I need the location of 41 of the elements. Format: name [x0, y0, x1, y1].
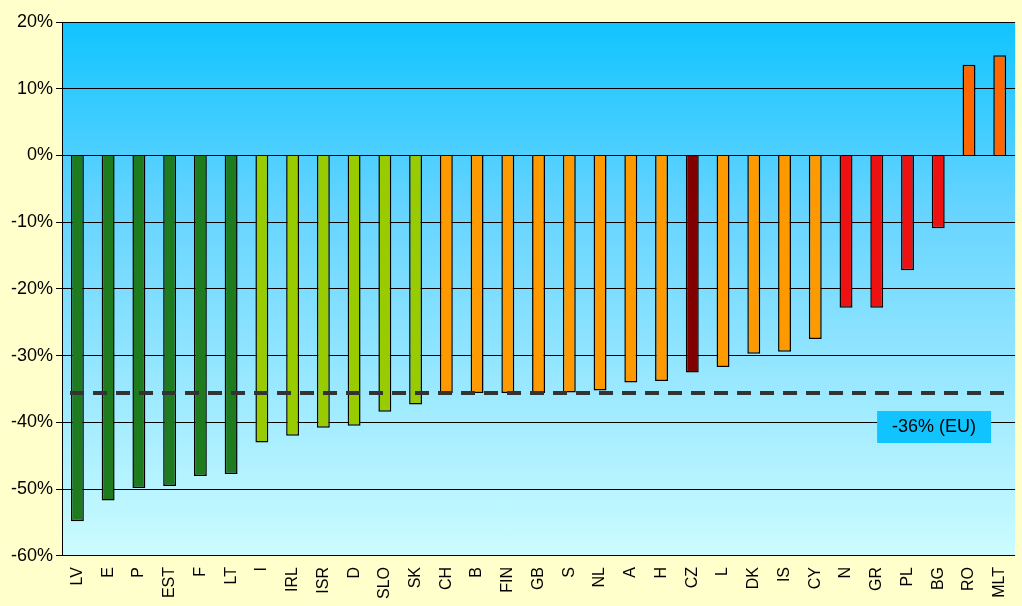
x-tick-label: ISR: [313, 566, 331, 594]
x-tick-label: GB: [528, 566, 546, 591]
x-tick-label: A: [621, 566, 639, 578]
x-tick-label: H: [651, 566, 669, 579]
y-tick-label: -40%: [10, 411, 54, 432]
x-tick-label: RO: [959, 566, 977, 591]
x-tick-label: L: [713, 566, 731, 576]
x-tick-label: E: [98, 566, 116, 578]
x-tick-label: LT: [221, 566, 239, 585]
x-tick-label: CH: [436, 566, 454, 591]
x-tick-label: D: [344, 566, 362, 579]
x-tick-label: BG: [928, 566, 946, 591]
y-tick-label: 0%: [27, 144, 54, 165]
ref-line-label: -36% (EU): [892, 416, 977, 437]
x-tick-label: CY: [805, 566, 823, 590]
x-tick-label: DK: [744, 566, 762, 590]
x-tick-label: N: [836, 566, 854, 579]
x-tick-label: S: [559, 566, 577, 578]
x-tick-label: IRL: [283, 566, 301, 592]
x-tick-label: GR: [867, 566, 885, 591]
x-tick-label: LV: [67, 566, 85, 586]
x-tick-label: SK: [405, 566, 423, 589]
y-tick-label: -60%: [10, 544, 54, 565]
x-tick-label: PL: [897, 566, 915, 587]
x-tick-label: NL: [590, 566, 608, 588]
y-tick-label: -10%: [10, 211, 54, 232]
x-tick-label: EST: [160, 566, 178, 599]
x-tick-label: SLO: [375, 566, 393, 599]
y-tick-label: 20%: [16, 10, 54, 31]
x-tick-label: FIN: [498, 566, 516, 593]
x-tick-label: CZ: [682, 566, 700, 589]
x-tick-label: I: [252, 566, 270, 572]
x-tick-label: MLT: [990, 566, 1008, 598]
x-tick-label: P: [129, 566, 147, 578]
y-tick-label: -20%: [10, 277, 54, 298]
y-tick-label: 10%: [16, 77, 54, 98]
x-tick-label: IS: [774, 566, 792, 583]
x-tick-label: B: [467, 566, 485, 578]
x-tick-label: F: [190, 566, 208, 577]
y-tick-label: -50%: [10, 478, 54, 499]
y-tick-label: -30%: [10, 344, 54, 365]
